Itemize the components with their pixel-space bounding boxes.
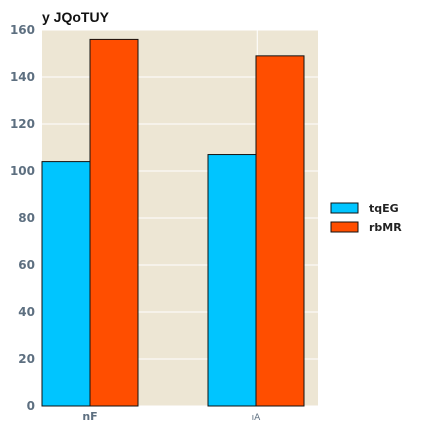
x-tick-label: nF: [82, 410, 97, 423]
bars: [41, 38, 305, 407]
y-tick-label: 40: [18, 305, 35, 319]
legend-swatch: [330, 221, 359, 233]
x-axis-ticks: nF ıA: [82, 410, 261, 423]
y-tick-label: 60: [18, 258, 35, 272]
bar-rbMR-nF: [89, 38, 139, 407]
x-tick-label: ıA: [252, 413, 262, 423]
y-tick-label: 20: [18, 352, 35, 366]
bar-tqEG-ıA: [207, 154, 257, 407]
y-tick-label: 120: [10, 117, 35, 131]
chart-title: y JQoTUY: [42, 9, 110, 25]
y-tick-label: 100: [10, 164, 35, 178]
y-tick-label: 0: [27, 399, 35, 413]
y-tick-label: 140: [10, 70, 35, 84]
legend-swatch: [330, 202, 359, 214]
legend: tqEG rbMR: [330, 202, 402, 234]
bar-rbMR-ıA: [255, 55, 305, 407]
bar-tqEG-nF: [41, 161, 91, 407]
legend-label: rbMR: [369, 221, 402, 234]
y-tick-label: 80: [18, 211, 35, 225]
y-tick-label: 160: [10, 23, 35, 37]
y-axis-ticks: 0 20 40 60 80 100 120 140 160: [10, 23, 35, 413]
legend-label: tqEG: [369, 202, 399, 215]
